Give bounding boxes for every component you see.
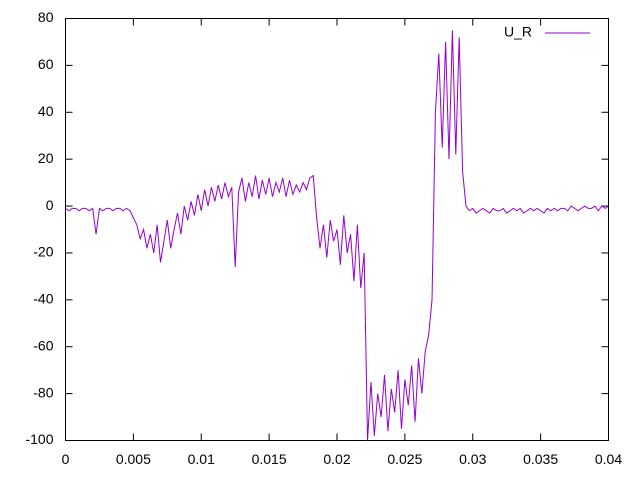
x-tick-label: 0.005: [116, 451, 151, 467]
data-line: [65, 30, 609, 441]
y-tick-label: -40: [33, 291, 53, 307]
y-tick-label: 60: [38, 56, 54, 72]
y-tick-label: 40: [38, 103, 54, 119]
x-tick-label: 0: [62, 451, 70, 467]
y-tick-label: -80: [33, 384, 53, 400]
y-tick-label: 80: [38, 9, 54, 25]
x-tick-label: 0.01: [188, 451, 215, 467]
legend-label: U_R: [504, 24, 532, 40]
x-tick-label: 0.025: [387, 451, 422, 467]
y-tick-label: -60: [33, 337, 53, 353]
y-tick-label: -20: [33, 244, 53, 260]
x-tick-label: 0.03: [459, 451, 486, 467]
x-tick-label: 0.04: [595, 451, 622, 467]
y-tick-label: -100: [25, 431, 53, 447]
y-tick-label: 20: [38, 150, 54, 166]
y-tick-label: 0: [46, 197, 54, 213]
x-tick-label: 0.035: [523, 451, 558, 467]
x-tick-label: 0.02: [323, 451, 350, 467]
x-tick-label: 0.015: [252, 451, 287, 467]
